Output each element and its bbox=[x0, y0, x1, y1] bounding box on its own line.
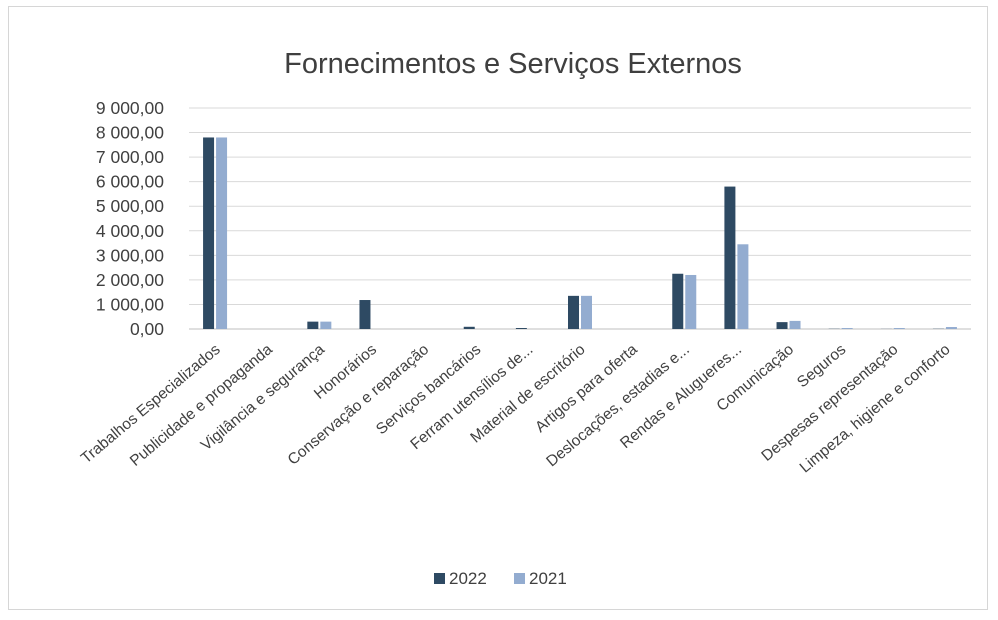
bar-2021-9 bbox=[685, 274, 697, 329]
y-tick-label: 2 000,00 bbox=[96, 270, 164, 290]
bar-2022-5 bbox=[463, 326, 475, 329]
y-tick-label: 7 000,00 bbox=[96, 147, 164, 167]
y-tick-label: 9 000,00 bbox=[96, 98, 164, 118]
bar-2021-14 bbox=[945, 327, 957, 329]
bar-2021-12 bbox=[841, 328, 853, 329]
legend-swatch-2021 bbox=[514, 573, 525, 584]
bar-2022-2 bbox=[307, 321, 319, 329]
bar-2022-9 bbox=[672, 273, 684, 329]
y-tick-label: 1 000,00 bbox=[96, 294, 164, 314]
bar-2022-7 bbox=[568, 295, 579, 329]
y-axis-ticks: 0,00 1 000,00 2 000,00 3 000,00 4 000,00 5 00… bbox=[96, 98, 164, 339]
legend-label-2022: 2022 bbox=[449, 569, 487, 588]
y-tick-label: 6 000,00 bbox=[96, 172, 164, 192]
bar-2021-10 bbox=[737, 244, 749, 329]
y-tick-label: 5 000,00 bbox=[96, 196, 164, 216]
y-tick-label: 8 000,00 bbox=[96, 123, 164, 143]
chart-title: Fornecimentos e Serviços Externos bbox=[284, 48, 742, 80]
y-tick-label: 0,00 bbox=[130, 319, 164, 339]
bar-2021-0 bbox=[216, 137, 228, 329]
bar-2021-7 bbox=[581, 295, 592, 329]
legend: 2022 2021 bbox=[434, 569, 567, 588]
legend-label-2021: 2021 bbox=[529, 569, 567, 588]
bar-2022-3 bbox=[359, 300, 371, 329]
bar-2022-11 bbox=[776, 322, 788, 329]
chart-canvas: Fornecimentos e Serviços Externos 0,00 1 … bbox=[78, 48, 971, 588]
legend-swatch-2022 bbox=[434, 573, 445, 584]
bar-2022-0 bbox=[203, 137, 215, 329]
bar-2021-11 bbox=[789, 320, 801, 329]
bar-2022-6 bbox=[515, 328, 527, 329]
gridlines bbox=[189, 107, 971, 330]
y-tick-label: 3 000,00 bbox=[96, 245, 164, 265]
bar-2022-10 bbox=[724, 186, 736, 329]
bar-2021-13 bbox=[893, 328, 905, 329]
bars bbox=[203, 137, 957, 329]
chart-frame: Fornecimentos e Serviços Externos 0,00 1 … bbox=[8, 6, 988, 610]
bar-2021-2 bbox=[320, 321, 332, 329]
y-tick-label: 4 000,00 bbox=[96, 221, 164, 241]
